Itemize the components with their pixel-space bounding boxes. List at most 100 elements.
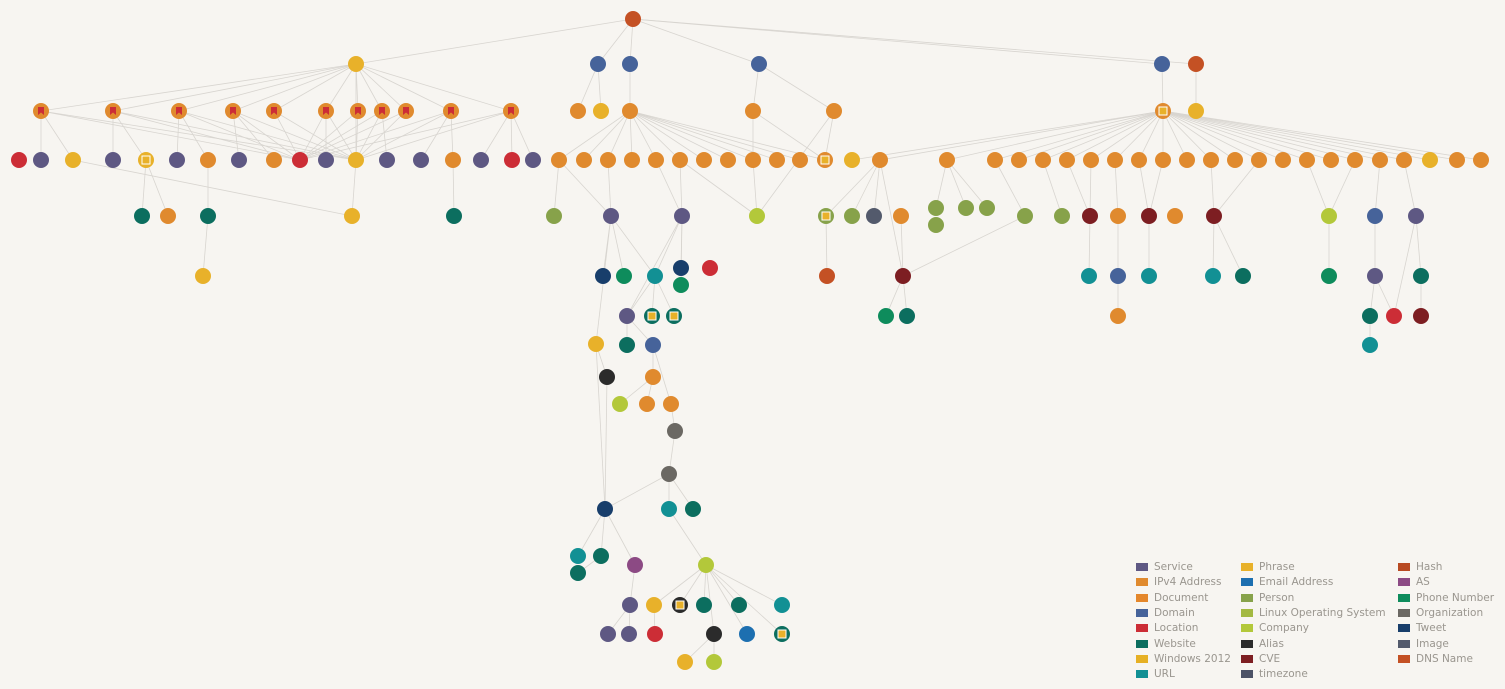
graph-node-ipv4-address[interactable] xyxy=(1059,152,1075,168)
graph-node-company[interactable] xyxy=(749,208,765,224)
graph-node-organization[interactable] xyxy=(667,423,683,439)
graph-node-service[interactable] xyxy=(1408,208,1424,224)
graph-node-ipv4-address[interactable] xyxy=(639,396,655,412)
graph-node-dns-name[interactable] xyxy=(819,268,835,284)
graph-node-person[interactable] xyxy=(928,217,944,233)
graph-node-service[interactable] xyxy=(1367,268,1383,284)
graph-node-phrase[interactable] xyxy=(588,336,604,352)
graph-node-website[interactable] xyxy=(1362,308,1378,324)
graph-node-ipv4-address[interactable] xyxy=(1110,208,1126,224)
graph-node-phone-number[interactable] xyxy=(616,268,632,284)
graph-node-phrase[interactable] xyxy=(844,152,860,168)
graph-nodes[interactable] xyxy=(11,11,1489,670)
graph-node-image[interactable] xyxy=(866,208,882,224)
graph-node-ipv4-address[interactable] xyxy=(350,103,366,119)
graph-node-ipv4-address[interactable] xyxy=(1449,152,1465,168)
graph-node-ipv4-address[interactable] xyxy=(318,103,334,119)
graph-node-email-address[interactable] xyxy=(739,626,755,642)
graph-node-website[interactable] xyxy=(1413,268,1429,284)
graph-node-domain[interactable] xyxy=(751,56,767,72)
graph-node-ipv4-address[interactable] xyxy=(445,152,461,168)
graph-node-domain[interactable] xyxy=(622,56,638,72)
graph-node-url[interactable] xyxy=(661,501,677,517)
graph-node-location[interactable] xyxy=(504,152,520,168)
graph-node-service[interactable] xyxy=(619,308,635,324)
graph-node-website[interactable] xyxy=(731,597,747,613)
graph-node-url[interactable] xyxy=(1362,337,1378,353)
graph-node-tweet[interactable] xyxy=(673,260,689,276)
graph-node-ipv4-address[interactable] xyxy=(171,103,187,119)
graph-node-ipv4-address[interactable] xyxy=(769,152,785,168)
graph-node-service[interactable] xyxy=(105,152,121,168)
graph-node-ipv4-address[interactable] xyxy=(1251,152,1267,168)
graph-node-dns-name[interactable] xyxy=(1188,56,1204,72)
graph-node-ipv4-address[interactable] xyxy=(1131,152,1147,168)
graph-node-website[interactable] xyxy=(899,308,915,324)
graph-node-company[interactable] xyxy=(706,654,722,670)
graph-node-company[interactable] xyxy=(1321,208,1337,224)
graph-node-ipv4-address[interactable] xyxy=(826,103,842,119)
graph-node-service[interactable] xyxy=(231,152,247,168)
graph-node-phone-number[interactable] xyxy=(673,277,689,293)
graph-node-website[interactable] xyxy=(570,565,586,581)
graph-node-ipv4-address[interactable] xyxy=(672,152,688,168)
graph-node-company[interactable] xyxy=(698,557,714,573)
graph-node-ipv4-address[interactable] xyxy=(1227,152,1243,168)
graph-node-dns-name[interactable] xyxy=(625,11,641,27)
graph-node-ipv4-address[interactable] xyxy=(663,396,679,412)
graph-node-tweet[interactable] xyxy=(597,501,613,517)
graph-node-ipv4-address[interactable] xyxy=(893,208,909,224)
graph-node-phrase[interactable] xyxy=(1422,152,1438,168)
graph-node-ipv4-address[interactable] xyxy=(576,152,592,168)
graph-node-domain[interactable] xyxy=(1154,56,1170,72)
graph-node-ipv4-address[interactable] xyxy=(1155,152,1171,168)
graph-node-ipv4-address[interactable] xyxy=(398,103,414,119)
graph-node-ipv4-address[interactable] xyxy=(503,103,519,119)
graph-node-phrase[interactable] xyxy=(1188,103,1204,119)
graph-node-person[interactable] xyxy=(928,200,944,216)
graph-node-phrase[interactable] xyxy=(348,152,364,168)
graph-node-tweet[interactable] xyxy=(595,268,611,284)
graph-node-ipv4-address[interactable] xyxy=(792,152,808,168)
graph-node-ipv4-address[interactable] xyxy=(551,152,567,168)
graph-node-domain[interactable] xyxy=(1110,268,1126,284)
graph-node-website[interactable] xyxy=(666,308,682,324)
graph-node-ipv4-address[interactable] xyxy=(1203,152,1219,168)
graph-node-ipv4-address[interactable] xyxy=(987,152,1003,168)
graph-node-phrase[interactable] xyxy=(65,152,81,168)
graph-node-person[interactable] xyxy=(546,208,562,224)
graph-node-ipv4-address[interactable] xyxy=(1110,308,1126,324)
graph-node-ipv4-address[interactable] xyxy=(939,152,955,168)
graph-node-ipv4-address[interactable] xyxy=(1035,152,1051,168)
graph-node-ipv4-address[interactable] xyxy=(648,152,664,168)
graph-node-phrase[interactable] xyxy=(138,152,154,168)
graph-node-website[interactable] xyxy=(774,626,790,642)
graph-node-person[interactable] xyxy=(818,208,834,224)
graph-node-location[interactable] xyxy=(11,152,27,168)
graph-node-ipv4-address[interactable] xyxy=(1372,152,1388,168)
graph-node-ipv4-address[interactable] xyxy=(600,152,616,168)
graph-node-ipv4-address[interactable] xyxy=(266,103,282,119)
graph-node-ipv4-address[interactable] xyxy=(105,103,121,119)
graph-node-location[interactable] xyxy=(292,152,308,168)
graph-node-ipv4-address[interactable] xyxy=(1107,152,1123,168)
graph-node-ipv4-address[interactable] xyxy=(33,103,49,119)
graph-node-ipv4-address[interactable] xyxy=(443,103,459,119)
graph-node-alias[interactable] xyxy=(672,597,688,613)
graph-node-service[interactable] xyxy=(525,152,541,168)
graph-node-domain[interactable] xyxy=(590,56,606,72)
graph-node-domain[interactable] xyxy=(1367,208,1383,224)
graph-node-url[interactable] xyxy=(570,548,586,564)
graph-node-ipv4-address[interactable] xyxy=(1473,152,1489,168)
graph-node-service[interactable] xyxy=(600,626,616,642)
graph-node-cve[interactable] xyxy=(1082,208,1098,224)
graph-node-ipv4-address[interactable] xyxy=(624,152,640,168)
graph-node-url[interactable] xyxy=(647,268,663,284)
graph-node-website[interactable] xyxy=(1235,268,1251,284)
graph-node-website[interactable] xyxy=(644,308,660,324)
graph-node-as[interactable] xyxy=(627,557,643,573)
graph-node-alias[interactable] xyxy=(599,369,615,385)
graph-node-phrase[interactable] xyxy=(344,208,360,224)
graph-node-ipv4-address[interactable] xyxy=(1299,152,1315,168)
